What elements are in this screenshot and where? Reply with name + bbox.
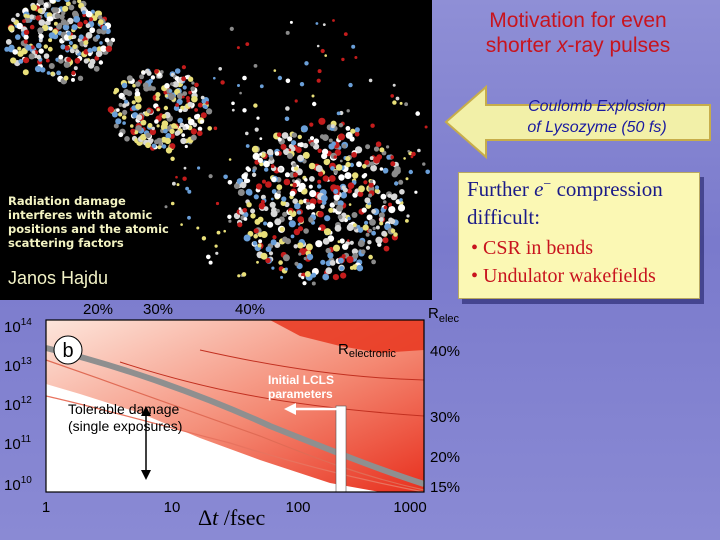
lysozyme-simulation-image — [0, 0, 432, 300]
bullet-csr: • CSR in bends — [471, 237, 594, 259]
damage-line-3: positions and the atomic — [8, 222, 169, 236]
bullet-icon: • — [471, 265, 479, 287]
x-axis-label: Δt /fsec — [198, 505, 266, 530]
x-ticks-group: 1 10 100 1000 — [42, 499, 427, 516]
callout-text: Coulomb Explosion of Lysozyme (50 fs) — [492, 96, 702, 138]
bullet-undulator: • Undulator wakefields — [471, 265, 656, 287]
callout-arrow — [444, 84, 711, 160]
contour-line — [45, 395, 425, 493]
y-tick-label: 1014 — [4, 317, 32, 336]
callout-line-2: of Lysozyme (50 fs) — [527, 119, 667, 136]
range-arrowhead-up — [141, 406, 151, 416]
x-tick-label: 100 — [285, 499, 310, 516]
x-tick-label: 1 — [42, 499, 50, 516]
plot-frame — [45, 319, 425, 493]
electronic-region — [270, 320, 424, 353]
contour-line — [119, 361, 425, 417]
right-tick-label: 20% — [430, 449, 460, 466]
radiation-damage-note: Radiation damage interferes with atomic … — [8, 194, 178, 250]
title-line-2: shorter x-ray pulses — [485, 34, 671, 57]
callout-line-1: Coulomb Explosion — [528, 98, 666, 115]
contour-line — [45, 359, 425, 491]
tolerable-label-line-1: Tolerable damage — [68, 401, 180, 417]
relec-label: Relec — [428, 305, 460, 325]
top-tick-label: 40% — [235, 301, 265, 318]
top-ticks-group: 20% 30% 40% — [83, 301, 265, 318]
panel-label-circle — [53, 335, 83, 365]
lcls-label-line-2: parameters — [268, 387, 333, 401]
damage-line-2: interferes with atomic — [8, 208, 153, 222]
x-tick-label: 10 — [164, 499, 181, 516]
range-arrowhead-down — [141, 470, 151, 480]
y-tick-label: 1011 — [4, 434, 32, 453]
damage-line-1: Radiation damage — [8, 194, 126, 208]
author-credit: Janos Hajdu — [8, 268, 109, 288]
tolerable-label-line-2: (single exposures) — [68, 418, 182, 434]
damage-line-4: scattering factors — [8, 236, 124, 250]
x-tick-label: 1000 — [393, 499, 426, 516]
top-tick-label: 30% — [143, 301, 173, 318]
lcls-label-line-1: Initial LCLS — [268, 373, 334, 387]
y-ticks-group: 1014 1013 1012 1011 1010 — [4, 317, 32, 494]
tolerable-damage-curve — [45, 345, 425, 487]
y-tick-label: 1010 — [4, 475, 32, 494]
note-line-1: Further e− compression — [467, 177, 663, 201]
right-ticks-group: 40% 30% 20% 15% — [430, 343, 460, 496]
slide-title: Motivation for even shorter x-ray pulses — [436, 8, 720, 58]
lcls-arrowhead — [284, 403, 296, 415]
right-tick-label: 30% — [430, 409, 460, 426]
y-tick-label: 1012 — [4, 395, 32, 414]
bullet-icon: • — [471, 237, 479, 259]
relectronic-label: Relectronic — [338, 341, 396, 360]
compression-note-box: Further e− compression difficult: • CSR … — [458, 172, 700, 299]
right-tick-label: 15% — [430, 479, 460, 496]
top-tick-label: 20% — [83, 301, 113, 318]
panel-label: b — [62, 340, 73, 362]
note-line-2: difficult: — [467, 205, 541, 229]
atom-clusters-graphic — [4, 0, 431, 286]
contour-line — [199, 349, 425, 381]
y-tick-label: 1013 — [4, 356, 32, 375]
title-line-1: Motivation for even — [489, 9, 667, 32]
right-tick-label: 40% — [430, 343, 460, 360]
lcls-parameter-bar — [335, 405, 347, 493]
